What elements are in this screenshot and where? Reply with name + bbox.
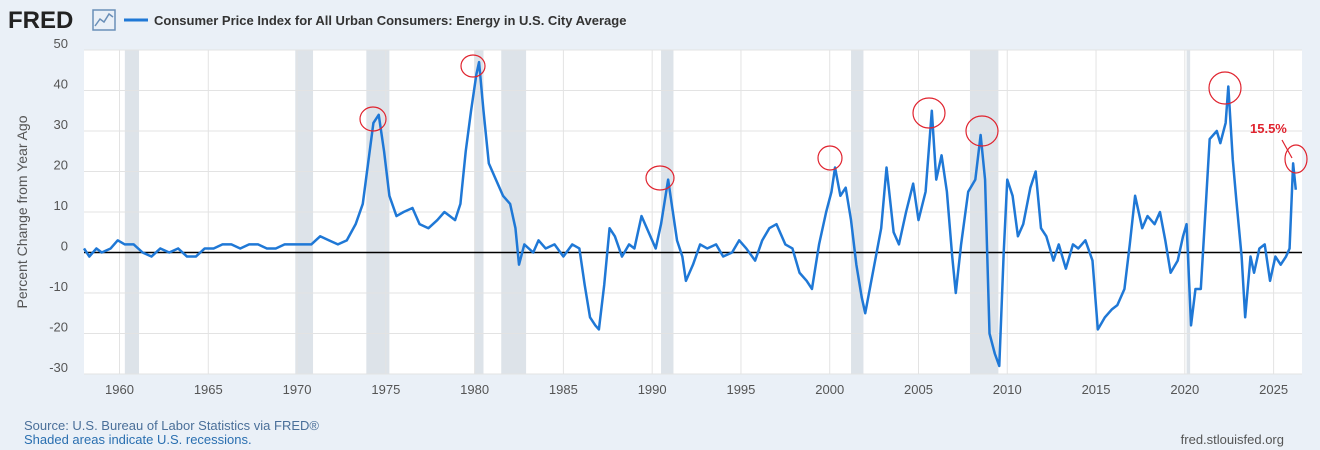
recession-note: Shaded areas indicate U.S. recessions. [24, 432, 252, 447]
x-tick-label: 2020 [1170, 382, 1199, 397]
x-tick-label: 2015 [1082, 382, 1111, 397]
series-line [82, 60, 1298, 368]
logo-icon [92, 9, 116, 31]
x-tick-label: 2010 [993, 382, 1022, 397]
legend-label: Consumer Price Index for All Urban Consu… [154, 13, 626, 28]
x-tick-label: 1980 [460, 382, 489, 397]
x-tick-label: 1960 [105, 382, 134, 397]
y-tick-label: 40 [54, 77, 68, 92]
annotation-label: 15.5% [1250, 121, 1287, 136]
y-tick-label: -10 [49, 279, 68, 294]
y-tick-label: 30 [54, 117, 68, 132]
source: Source: U.S. Bureau of Labor Statistics … [24, 418, 319, 433]
x-tick-label: 1975 [371, 382, 400, 397]
x-tick-label: 2025 [1259, 382, 1288, 397]
y-tick-label: 10 [54, 198, 68, 213]
y-axis-label: Percent Change from Year Ago [14, 115, 30, 308]
x-tick-label: 1990 [638, 382, 667, 397]
annotations [359, 54, 1308, 191]
y-tick-label: 50 [54, 36, 68, 51]
x-tick-label: 1965 [194, 382, 223, 397]
site: fred.stlouisfed.org [1181, 432, 1284, 447]
x-tick-label: 1970 [283, 382, 312, 397]
x-tick-label: 2005 [904, 382, 933, 397]
x-tick-label: 1985 [549, 382, 578, 397]
y-tick-label: -30 [49, 360, 68, 375]
x-tick-label: 2000 [815, 382, 844, 397]
y-tick-label: -20 [49, 320, 68, 335]
logo: FRED [8, 7, 73, 34]
x-tick-label: 1995 [726, 382, 755, 397]
y-tick-label: 20 [54, 158, 68, 173]
y-tick-label: 0 [61, 239, 68, 254]
